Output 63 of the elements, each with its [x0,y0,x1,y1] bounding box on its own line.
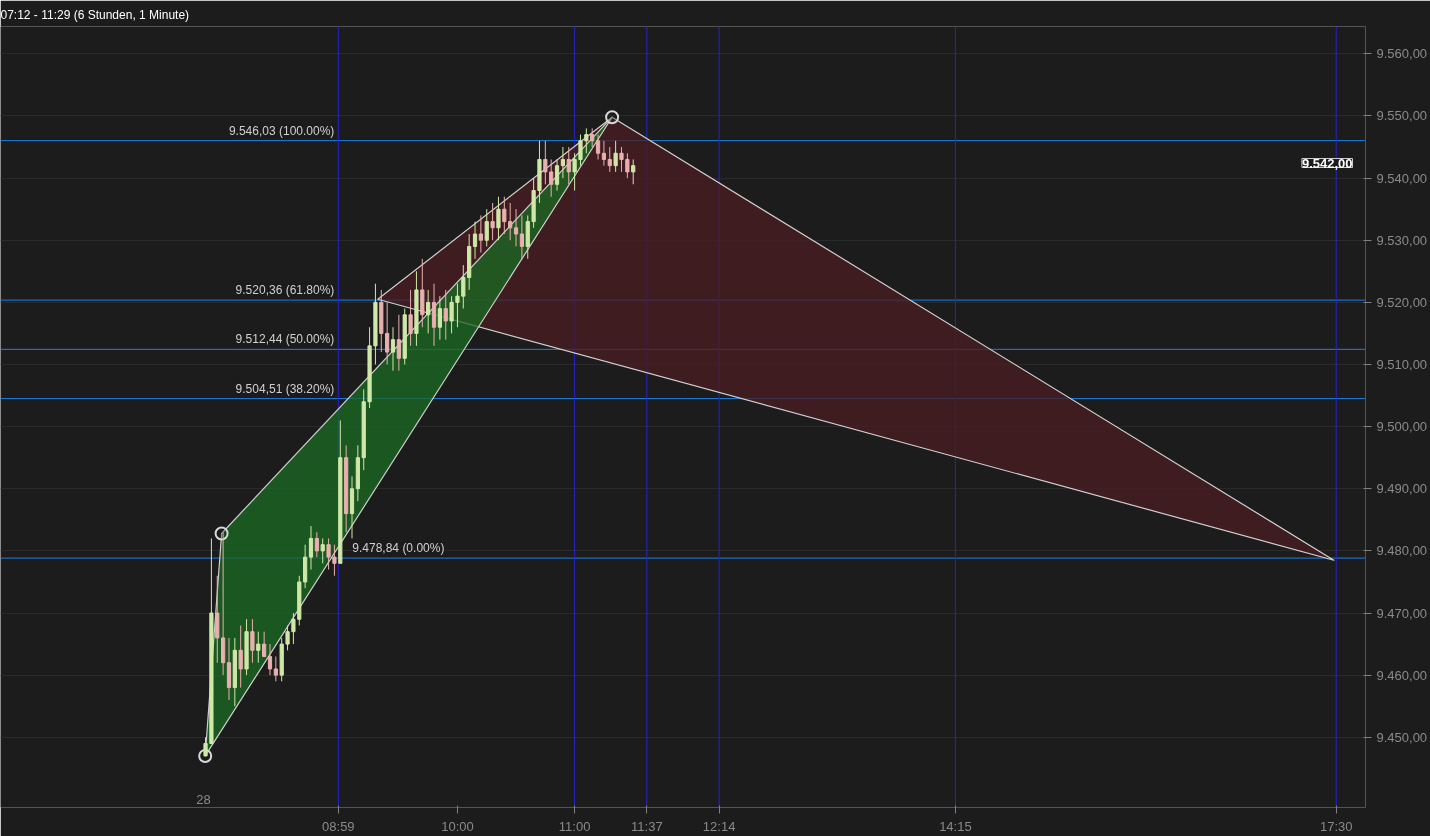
ref-line-label: 9.512,44 (50.00%) [235,332,335,347]
candlestick [519,214,525,260]
candlestick [267,643,273,676]
y-tick-label: 9.490,00 [1376,481,1428,497]
candlestick [332,544,337,577]
x-tick-label: 08:59 [322,818,355,834]
y-tick-label: 9.520,00 [1376,294,1428,310]
candlestick [308,525,314,571]
candlestick [443,289,448,341]
candlestick [314,531,319,558]
candlestick [426,289,431,334]
ref-line-label: 9.520,36 (61.80%) [235,283,335,298]
candlestick [408,289,413,347]
candlestick [320,537,325,564]
candlestick [238,624,243,689]
candlestick [250,618,255,664]
candlestick [484,208,489,247]
candlestick [396,314,401,372]
ref-line-label: 9.478,84 (0.00%) [352,541,445,556]
y-tick-label: 9.540,00 [1376,170,1428,186]
candlestick [326,537,331,571]
y-tick-label: 9.550,00 [1376,108,1428,124]
y-tick-label: 9.510,00 [1376,357,1428,372]
y-tick-label: 9.560,00 [1376,46,1428,62]
y-tick-label: 9.530,00 [1376,232,1428,248]
candlestick [262,631,267,658]
y-tick-label: 9.470,00 [1376,605,1428,621]
annotation: 9.542,00 [1301,155,1353,171]
candlestick [496,196,501,241]
candlestick [590,127,595,148]
candlestick [385,301,390,365]
x-tick-label: 10:00 [441,818,474,834]
candlestick [273,656,278,682]
candlestick [631,158,636,185]
candlestick [437,295,442,341]
candlestick [566,146,571,185]
y-tick-label: 9.480,00 [1376,543,1428,559]
annotation: 28 [196,791,211,807]
point [605,110,620,125]
candlestick [478,214,483,254]
x-tick-label: 17:30 [1319,818,1353,834]
candlestick [256,631,261,664]
y-tick-label: 9.450,00 [1376,729,1428,745]
x-tick-label: 11:37 [631,818,663,834]
ref-line-label: 9.504,51 (38.20%) [235,381,335,396]
candlestick [601,140,607,167]
candlestick [584,127,589,154]
candlestick [595,134,601,160]
candlestick [472,221,478,260]
candlestick [560,146,566,179]
y-tick-label: 9.460,00 [1376,667,1428,683]
candlestick [513,208,519,247]
candlestick [554,158,560,192]
y-tick-label: 9.500,00 [1376,419,1428,435]
candlestick [613,140,618,173]
ref-line-label: 9.546,03 (100.00%) [228,123,335,138]
x-tick-label: 14:15 [939,818,972,834]
candlestick [390,326,396,372]
candlestick [490,202,495,241]
x-tick-label: 12:14 [702,818,736,834]
x-tick-label: 11:00 [558,818,591,834]
candlestick [607,146,612,173]
chart-title: 07:12 - 11:29 (6 Stunden, 1 Minute) [0,7,190,22]
